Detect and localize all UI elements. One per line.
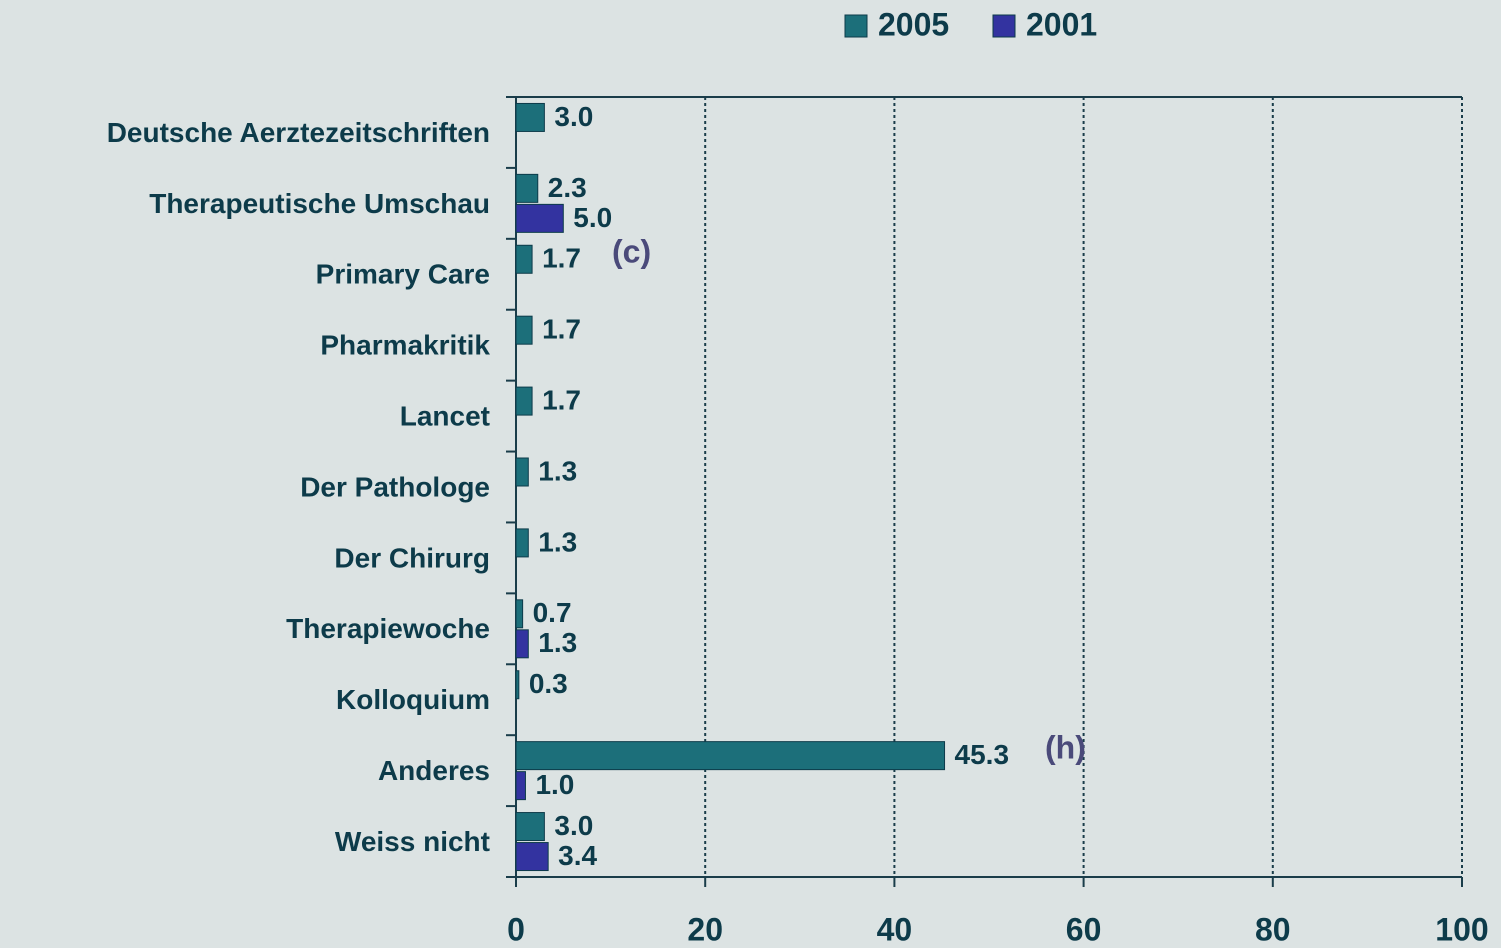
x-tick-label: 0 xyxy=(507,911,525,947)
value-label: 0.3 xyxy=(529,668,568,699)
value-label: 0.7 xyxy=(533,597,572,628)
y-tick-label: Der Chirurg xyxy=(334,542,490,573)
y-tick-label: Primary Care xyxy=(316,259,490,290)
bar xyxy=(515,842,549,872)
legend-label: 2005 xyxy=(878,6,949,42)
value-label: 3.4 xyxy=(558,840,597,871)
y-tick-label: Therapeutische Umschau xyxy=(149,188,490,219)
x-tick-label: 40 xyxy=(877,911,913,947)
bar xyxy=(515,771,526,801)
bar xyxy=(515,629,529,659)
value-label: 1.7 xyxy=(542,384,581,415)
bar xyxy=(515,173,539,203)
value-label: 1.7 xyxy=(542,314,581,345)
legend-swatch xyxy=(844,14,868,38)
x-tick-label: 60 xyxy=(1066,911,1102,947)
value-label: 1.0 xyxy=(535,769,574,800)
bar xyxy=(515,102,545,132)
bar xyxy=(515,386,533,416)
x-tick-label: 20 xyxy=(687,911,723,947)
value-label: 3.0 xyxy=(554,101,593,132)
legend-label: 2001 xyxy=(1026,6,1097,42)
legend-swatch xyxy=(992,14,1016,38)
value-label: 3.0 xyxy=(554,810,593,841)
bar xyxy=(515,599,524,629)
y-tick-label: Weiss nicht xyxy=(335,826,490,857)
y-tick-label: Der Pathologe xyxy=(300,471,490,502)
bar xyxy=(515,741,946,771)
bar xyxy=(515,315,533,345)
value-label: 2.3 xyxy=(548,172,587,203)
x-tick-label: 100 xyxy=(1435,911,1488,947)
y-tick-label: Deutsche Aerztezeitschriften xyxy=(107,117,490,148)
value-label: 45.3 xyxy=(955,739,1010,770)
bar xyxy=(515,528,529,558)
bar xyxy=(515,670,520,700)
y-tick-label: Kolloquium xyxy=(336,684,490,715)
bar xyxy=(515,203,564,233)
y-tick-label: Anderes xyxy=(378,755,490,786)
value-label: 1.3 xyxy=(538,455,577,486)
x-tick-label: 80 xyxy=(1255,911,1291,947)
bar xyxy=(515,244,533,274)
annotation: (h) xyxy=(1045,729,1086,765)
y-tick-label: Therapiewoche xyxy=(286,613,490,644)
y-tick-label: Pharmakritik xyxy=(320,330,490,361)
value-label: 5.0 xyxy=(573,202,612,233)
value-label: 1.3 xyxy=(538,627,577,658)
value-label: 1.7 xyxy=(542,243,581,274)
annotation: (c) xyxy=(612,233,651,269)
bar xyxy=(515,812,545,842)
bar xyxy=(515,457,529,487)
value-label: 1.3 xyxy=(538,526,577,557)
y-tick-label: Lancet xyxy=(400,400,490,431)
